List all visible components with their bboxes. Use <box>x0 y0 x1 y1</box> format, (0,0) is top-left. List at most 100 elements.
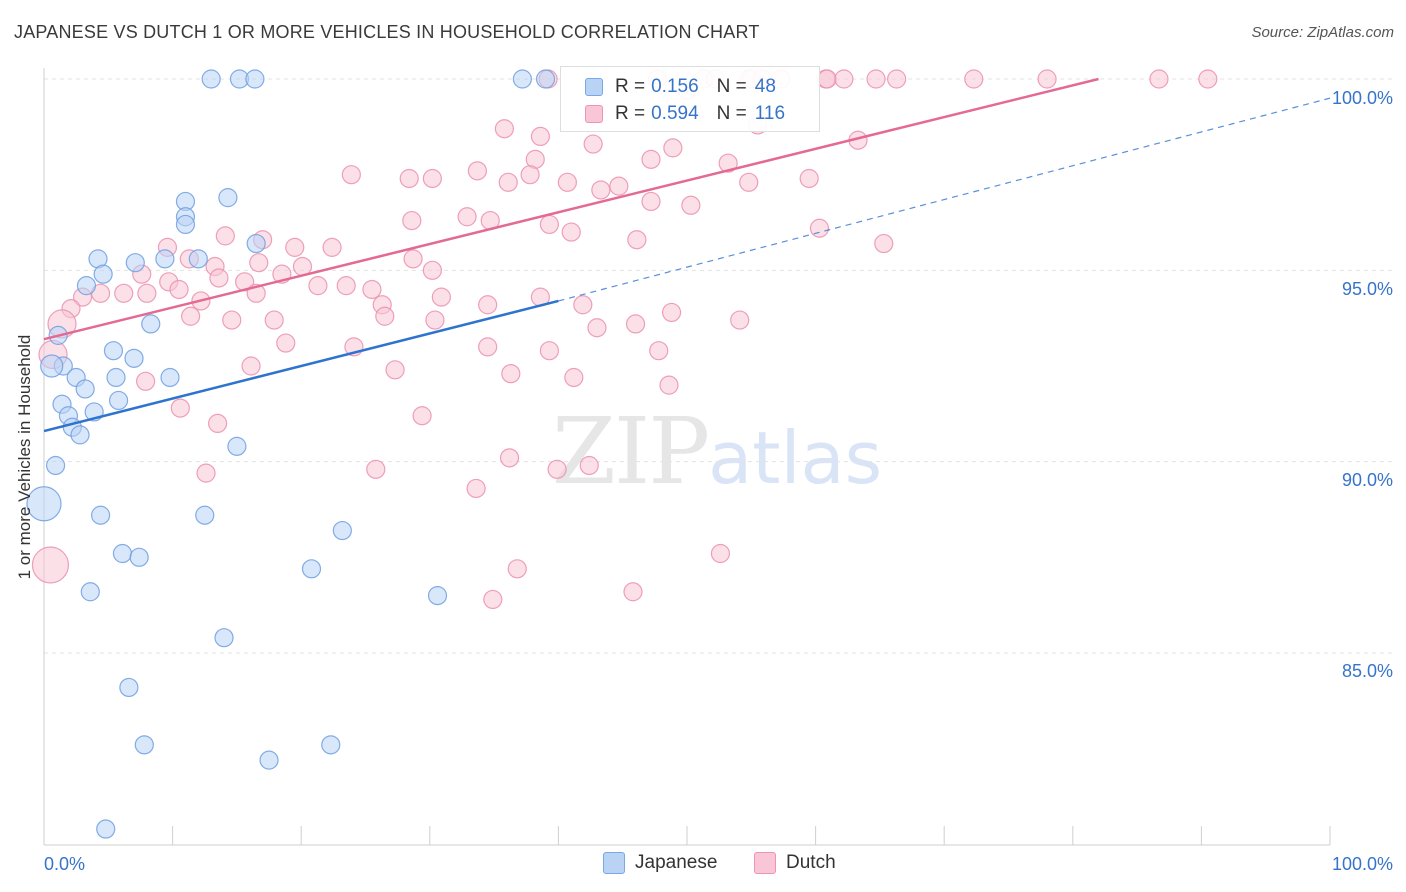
dutch-point-82 <box>222 310 242 330</box>
japanese-point-26 <box>108 390 129 411</box>
dutch-point-53 <box>422 260 442 280</box>
legend-label-japanese: Japanese <box>635 852 718 873</box>
dutch-point-37 <box>799 168 819 189</box>
dutch-point-89 <box>730 310 750 330</box>
watermark-atlas: atlas <box>708 416 883 500</box>
japanese-point-42 <box>427 585 448 606</box>
dutch-point-101 <box>659 375 679 395</box>
dutch-point-106 <box>547 459 567 479</box>
japanese-point-45 <box>134 735 154 755</box>
dutch-point-52 <box>403 249 423 269</box>
dutch-point-93 <box>539 341 559 361</box>
dutch-point-72 <box>336 276 356 296</box>
dutch-point-27 <box>341 165 361 185</box>
dutch-trend-line <box>43 77 1099 341</box>
japanese-point-47 <box>259 750 279 770</box>
dutch-point-114 <box>507 559 527 579</box>
dutch-point-45 <box>627 230 647 250</box>
dutch-point-99 <box>501 364 521 384</box>
japanese-point-48 <box>96 819 116 839</box>
y-axis-title: 1 or more Vehicles in Household <box>15 335 34 580</box>
dutch-point-75 <box>431 287 451 307</box>
dutch-point-103 <box>208 413 228 433</box>
chart-source: Source: ZipAtlas.com <box>1251 24 1394 41</box>
x-ticks <box>43 826 1331 845</box>
japanese-point-9 <box>246 233 266 254</box>
dutch-point-35 <box>591 180 611 200</box>
dutch-point-83 <box>264 310 284 330</box>
japanese-point-24 <box>160 367 180 388</box>
dutch-point-22 <box>663 138 683 158</box>
japanese-trend-line <box>43 299 559 433</box>
dutch-point-13 <box>964 69 984 89</box>
japanese-point-15 <box>76 276 97 296</box>
japanese-point-34 <box>26 486 62 522</box>
dutch-point-9 <box>817 69 837 89</box>
dutch-point-62 <box>137 283 157 303</box>
japanese-point-18 <box>103 341 124 361</box>
dutch-point-90 <box>276 333 296 353</box>
dutch-point-51 <box>322 237 342 257</box>
dutch-point-104 <box>412 406 432 426</box>
dutch-point-12 <box>887 69 907 89</box>
japanese-point-25 <box>75 379 95 399</box>
dutch-point-92 <box>478 337 498 357</box>
japanese-point-16 <box>141 314 161 334</box>
dutch-point-68 <box>209 268 229 288</box>
dutch-points <box>31 69 1218 610</box>
dutch-point-110 <box>466 478 486 499</box>
japanese-point-14 <box>93 264 113 284</box>
legend-row-japanese: R = 0.156 N = 48 <box>585 73 794 101</box>
legend-swatch-dutch <box>754 852 776 874</box>
legend-swatch-japanese <box>585 78 603 96</box>
dutch-point-64 <box>114 283 134 303</box>
japanese-point-2 <box>245 69 265 89</box>
dutch-point-108 <box>196 463 216 483</box>
dutch-point-105 <box>499 448 520 468</box>
legend-n-value-dutch: 116 <box>754 103 786 124</box>
dutch-point-42 <box>402 210 422 231</box>
trend-lines <box>43 77 1331 433</box>
dutch-point-21 <box>583 134 603 154</box>
dutch-point-15 <box>1149 69 1169 89</box>
dutch-point-71 <box>308 276 328 296</box>
watermark-zip: ZIP <box>552 398 710 505</box>
dutch-point-102 <box>170 398 190 418</box>
japanese-point-32 <box>227 436 247 456</box>
legend-r-label: R = <box>615 76 646 97</box>
dutch-point-47 <box>874 233 894 254</box>
japanese-point-4 <box>535 69 556 89</box>
dutch-point-11 <box>866 69 886 89</box>
legend-item-japanese[interactable]: Japanese <box>603 852 717 874</box>
japanese-point-3 <box>512 69 532 89</box>
japanese-trend-extension <box>558 97 1331 302</box>
dutch-point-100 <box>564 367 584 388</box>
japanese-point-21 <box>40 354 64 378</box>
dutch-point-78 <box>573 295 593 315</box>
chart-title: JAPANESE VS DUTCH 1 OR MORE VEHICLES IN … <box>14 22 760 42</box>
japanese-point-44 <box>119 677 139 698</box>
y-tick-label-95: 95.0% <box>1342 279 1393 299</box>
legend-item-dutch[interactable]: Dutch <box>754 852 836 874</box>
dutch-point-18 <box>494 119 514 139</box>
japanese-point-13 <box>188 249 208 269</box>
dutch-point-88 <box>661 302 682 323</box>
dutch-point-40 <box>457 207 477 227</box>
x-tick-label-100: 100.0% <box>1332 854 1393 874</box>
legend-label-dutch: Dutch <box>786 852 836 873</box>
dutch-point-96 <box>135 371 156 391</box>
japanese-point-23 <box>106 367 126 388</box>
dutch-point-86 <box>587 318 607 338</box>
japanese-point-39 <box>129 547 149 567</box>
japanese-point-36 <box>195 505 215 525</box>
japanese-point-0 <box>201 69 221 89</box>
japanese-point-41 <box>80 582 100 602</box>
japanese-point-33 <box>45 455 66 476</box>
legend-r-value-japanese: 0.156 <box>651 76 699 97</box>
y-tick-label-100: 100.0% <box>1332 88 1393 108</box>
dutch-point-39 <box>681 195 701 215</box>
dutch-point-113 <box>710 543 731 564</box>
legend-r-label: R = <box>615 103 646 124</box>
dutch-point-57 <box>249 253 269 273</box>
